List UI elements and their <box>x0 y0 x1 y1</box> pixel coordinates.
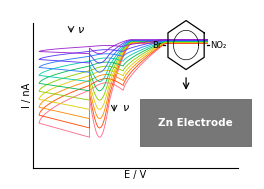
Y-axis label: I / nA: I / nA <box>22 83 32 108</box>
Text: Br: Br <box>152 41 162 50</box>
Text: Zn Electrode: Zn Electrode <box>158 118 233 128</box>
X-axis label: E / V: E / V <box>124 170 147 180</box>
FancyBboxPatch shape <box>140 99 251 146</box>
Text: NO₂: NO₂ <box>210 41 227 50</box>
Text: ν: ν <box>123 103 129 113</box>
Text: ν: ν <box>78 25 84 35</box>
